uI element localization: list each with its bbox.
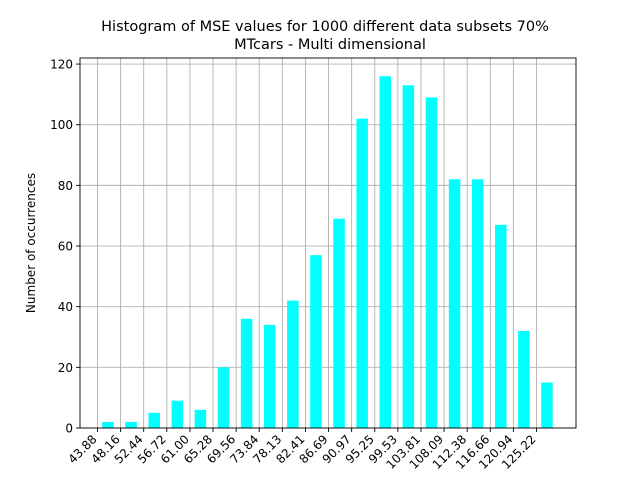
histogram-bar	[495, 224, 507, 428]
histogram-bar	[379, 76, 392, 429]
histogram-bar	[541, 382, 553, 428]
histogram-bar	[148, 412, 160, 428]
histogram-bar	[471, 179, 484, 428]
x-axis-ticks: 43.8848.1652.4456.7261.0065.2869.5673.84…	[65, 428, 539, 472]
histogram-bar	[425, 97, 438, 428]
histogram-bar	[171, 400, 184, 428]
y-tick-label: 0	[65, 422, 73, 436]
histogram-bar	[310, 255, 322, 428]
plot-frame	[79, 57, 577, 429]
histogram-bar	[518, 330, 530, 428]
y-tick-label: 80	[58, 179, 73, 193]
grid-lines	[80, 58, 576, 429]
y-tick-label: 100	[50, 118, 73, 132]
y-tick-label: 60	[58, 240, 73, 254]
y-tick-label: 120	[50, 58, 73, 72]
histogram-bar	[125, 421, 137, 428]
histogram-bar	[402, 85, 415, 429]
histogram-bar	[448, 179, 461, 428]
y-axis-ticks: 0 20 40 60 80 100 120	[50, 58, 80, 436]
chart-title: Histogram of MSE values for 1000 differe…	[101, 19, 549, 35]
histogram-bar	[263, 324, 276, 428]
y-axis-label: Number of occurrences	[24, 173, 38, 313]
histogram-bar	[194, 409, 207, 428]
y-tick-label: 20	[58, 361, 73, 375]
bars	[102, 76, 553, 429]
histogram-bar	[217, 367, 230, 428]
histogram-bar	[356, 118, 368, 429]
histogram-bar	[287, 300, 299, 428]
histogram-bar	[102, 421, 114, 428]
y-tick-label: 40	[58, 300, 73, 314]
histogram-bar	[240, 318, 253, 428]
chart-subtitle: MTcars - Multi dimensional	[234, 37, 426, 53]
histogram-bar	[333, 218, 345, 428]
